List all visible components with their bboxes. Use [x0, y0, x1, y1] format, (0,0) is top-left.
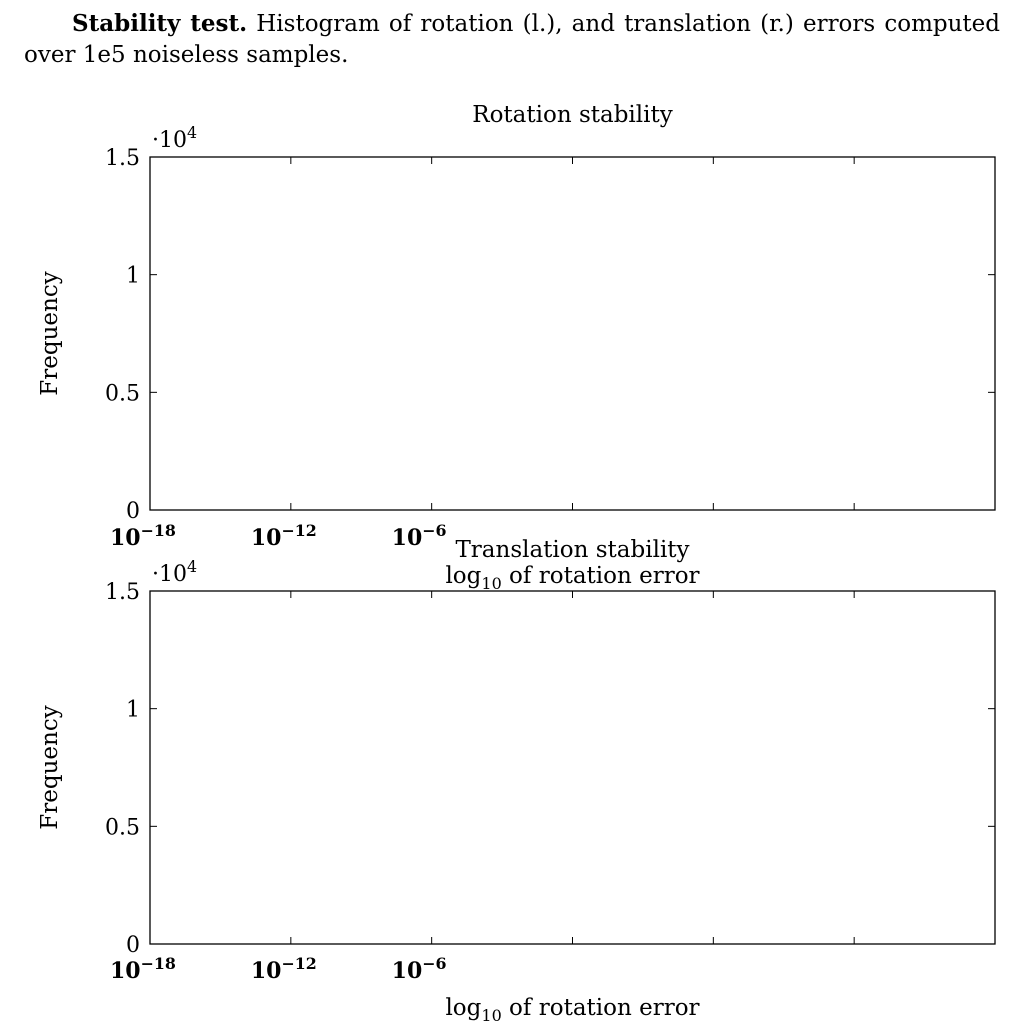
y-scale-factor-exponent: 4 — [187, 123, 197, 142]
x-tick-label-exponent: −6 — [422, 521, 446, 540]
x-tick-label-exponent: −18 — [141, 521, 176, 540]
x-tick-label: 10−12 — [251, 521, 317, 551]
chart-rotation: Rotation stability·10400.511.5Frequency1… — [37, 102, 996, 593]
x-tick-label-exponent: −12 — [281, 521, 316, 540]
x-axis-label-log: log — [445, 563, 481, 589]
plot-frame — [149, 590, 996, 945]
x-axis-label-log: log — [445, 995, 481, 1021]
y-tick-label: 0 — [126, 933, 140, 958]
chart-translation: Translation stability ·104 0 0.5 1 1.5 Frequen… — [37, 537, 996, 1024]
x-axis-label: log10 of rotation error — [445, 995, 699, 1024]
x-axis-label: log10 of rotation error — [445, 563, 699, 593]
figure-caption: Stability test. Histogram of rotation (l… — [24, 8, 1000, 71]
caption-bold-label: Stability test. — [72, 10, 248, 37]
x-tick-label-base: 10 — [392, 958, 423, 984]
x-tick-label: 10−12 — [251, 954, 317, 984]
x-tick-label-exponent: −12 — [281, 954, 316, 973]
x-tick-label-base: 10 — [251, 525, 282, 551]
x-tick-label-base: 10 — [110, 525, 141, 551]
caption-text: Histogram of rotation (l.), and translat… — [24, 11, 1000, 68]
y-scale-factor: ·104 — [152, 557, 197, 587]
x-axis-label-subscript: 10 — [481, 574, 501, 593]
x-tick-label: 10−18 — [110, 521, 176, 551]
y-tick-label: 0 — [126, 499, 140, 524]
x-tick-label-base: 10 — [110, 958, 141, 984]
y-tick-label: 1 — [126, 264, 140, 289]
plot-frame — [149, 156, 996, 511]
x-tick-label-base: 10 — [392, 525, 423, 551]
x-tick-label: 10−18 — [110, 954, 176, 984]
y-scale-factor-base: ·10 — [152, 562, 187, 587]
x-tick-label-exponent: −6 — [422, 954, 446, 973]
y-axis-label: Frequency — [37, 705, 63, 829]
x-axis-label-subscript: 10 — [481, 1006, 501, 1024]
y-scale-factor-base: ·10 — [152, 128, 187, 153]
x-axis-label-rest: of rotation error — [502, 563, 700, 589]
y-scale-factor: ·104 — [152, 123, 197, 153]
y-axis-label: Frequency — [37, 271, 63, 395]
x-axis-label-rest: of rotation error — [502, 995, 700, 1021]
x-tick-label-exponent: −18 — [141, 954, 176, 973]
chart-title: Rotation stability — [472, 102, 672, 128]
x-tick-label-base: 10 — [251, 958, 282, 984]
x-tick-label: 10−6 — [392, 954, 447, 984]
y-tick-label: 1 — [126, 698, 140, 723]
y-tick-label: 0.5 — [105, 381, 140, 406]
y-tick-label: 1.5 — [105, 146, 140, 171]
x-tick-label: 10−6 — [392, 521, 447, 551]
y-tick-label: 1.5 — [105, 580, 140, 605]
y-tick-label: 0.5 — [105, 815, 140, 840]
chart-title: Translation stability — [455, 537, 689, 563]
y-scale-factor-exponent: 4 — [187, 557, 197, 576]
